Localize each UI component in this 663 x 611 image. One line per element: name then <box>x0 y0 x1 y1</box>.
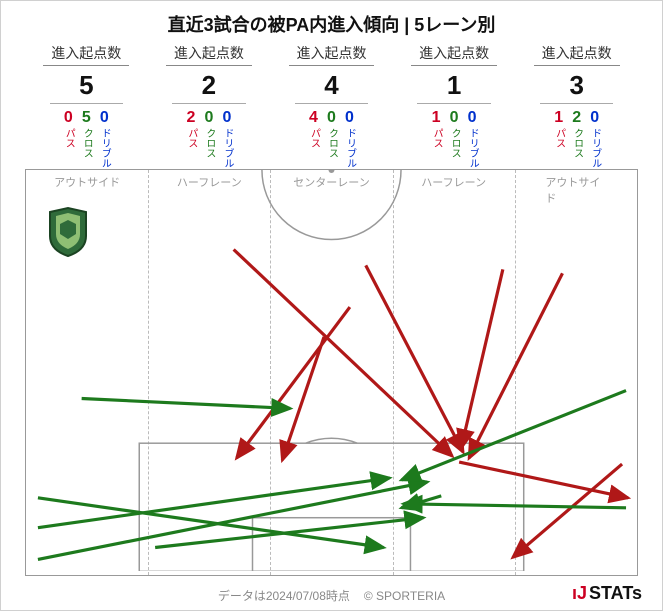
arrow-pass <box>366 265 463 452</box>
bd-label: クロス <box>572 128 582 158</box>
bd-label: パス <box>308 128 318 148</box>
lane-breakdown: 2 パス 0 クロス 0 ドリブル <box>148 110 271 168</box>
bd-label: ドリブル <box>99 128 109 168</box>
bd-label: パス <box>63 128 73 148</box>
bd-cross: 5 クロス <box>81 110 91 168</box>
bd-label: クロス <box>81 128 91 158</box>
lane-summary: 進入起点数 1 1 パス 0 クロス 0 ドリブル <box>393 43 516 168</box>
data-as-of: データは2024/07/08時点 <box>218 587 350 604</box>
bd-num: 0 <box>100 110 109 126</box>
bd-num: 0 <box>450 110 459 126</box>
bd-dribble: 0 ドリブル <box>222 110 232 168</box>
bd-label: パス <box>431 128 441 148</box>
bd-cross: 0 クロス <box>449 110 459 168</box>
bd-num: 2 <box>186 110 195 126</box>
lane-total: 4 <box>270 70 393 101</box>
arrow-cross <box>402 391 627 480</box>
brand-logo: ıJ STATs <box>572 583 642 604</box>
lane-count-label: 進入起点数 <box>393 43 516 63</box>
arrow-cross <box>38 478 390 528</box>
arrow-pass <box>469 273 562 458</box>
bd-num: 0 <box>64 110 73 126</box>
lane-count-label: 進入起点数 <box>148 43 271 63</box>
bd-cross: 0 クロス <box>204 110 214 168</box>
bd-cross: 0 クロス <box>326 110 336 168</box>
pitch: アウトサイド ハーフレーン センターレーン ハーフレーン アウトサイド <box>25 169 638 576</box>
bd-dribble: 0 ドリブル <box>344 110 354 168</box>
bd-dribble: 0 ドリブル <box>467 110 477 168</box>
lane-breakdown: 1 パス 2 クロス 0 ドリブル <box>515 110 638 168</box>
bd-pass: 4 パス <box>308 110 318 168</box>
bd-cross: 2 クロス <box>572 110 582 168</box>
arrow-pass <box>237 307 350 458</box>
brand-mark: ıJ <box>572 583 587 604</box>
lane-total: 2 <box>148 70 271 101</box>
arrow-cross <box>404 504 627 508</box>
bd-num: 0 <box>327 110 336 126</box>
lane-total: 3 <box>515 70 638 101</box>
pitch-svg <box>26 170 637 571</box>
lane-total: 5 <box>25 70 148 101</box>
bd-num: 0 <box>468 110 477 126</box>
copyright: © SPORTERIA <box>364 589 445 603</box>
bd-label: ドリブル <box>467 128 477 168</box>
arrow-pass <box>461 269 503 448</box>
bd-label: パス <box>186 128 196 148</box>
lane-total: 1 <box>393 70 516 101</box>
lane-count-label: 進入起点数 <box>25 43 148 63</box>
lane-breakdown: 0 パス 5 クロス 0 ドリブル <box>25 110 148 168</box>
arrow-pass <box>234 249 453 456</box>
lane-summary: 進入起点数 2 2 パス 0 クロス 0 ドリブル <box>148 43 271 168</box>
lane-count-label: 進入起点数 <box>515 43 638 63</box>
bd-label: ドリブル <box>222 128 232 168</box>
lane-summary-row: 進入起点数50パス5クロス0ドリブル進入起点数22パス0クロス0ドリブル進入起点… <box>1 43 662 168</box>
arrow-pass <box>282 337 324 460</box>
bd-dribble: 0 ドリブル <box>99 110 109 168</box>
bd-pass: 0 パス <box>63 110 73 168</box>
arrow-cross <box>402 496 442 508</box>
bd-num: 2 <box>572 110 581 126</box>
lane-count-label: 進入起点数 <box>270 43 393 63</box>
bd-dribble: 0 ドリブル <box>590 110 600 168</box>
bd-num: 1 <box>554 110 563 126</box>
bd-num: 5 <box>82 110 91 126</box>
lane-breakdown: 4 パス 0 クロス 0 ドリブル <box>270 110 393 168</box>
lane-summary: 進入起点数 3 1 パス 2 クロス 0 ドリブル <box>515 43 638 168</box>
bd-label: クロス <box>449 128 459 158</box>
lane-summary: 進入起点数 4 4 パス 0 クロス 0 ドリブル <box>270 43 393 168</box>
bd-pass: 2 パス <box>186 110 196 168</box>
bd-pass: 1 パス <box>431 110 441 168</box>
lane-summary: 進入起点数50パス5クロス0ドリブル <box>25 43 148 168</box>
bd-num: 0 <box>345 110 354 126</box>
lane-breakdown: 1 パス 0 クロス 0 ドリブル <box>393 110 516 168</box>
bd-num: 4 <box>309 110 318 126</box>
bd-pass: 1 パス <box>554 110 564 168</box>
bd-label: クロス <box>326 128 336 158</box>
stats-card: 直近3試合の被PA内進入傾向 | 5レーン別 進入起点数50パス5クロス0ドリブ… <box>0 0 663 611</box>
arrow-cross <box>82 398 291 408</box>
bd-num: 0 <box>204 110 213 126</box>
bd-label: ドリブル <box>590 128 600 168</box>
bd-label: クロス <box>204 128 214 158</box>
bd-label: パス <box>554 128 564 148</box>
arrow-cross <box>155 518 423 548</box>
bd-num: 0 <box>222 110 231 126</box>
chart-title: 直近3試合の被PA内進入傾向 | 5レーン別 <box>1 1 662 43</box>
bd-num: 1 <box>432 110 441 126</box>
bd-label: ドリブル <box>344 128 354 168</box>
footer: データは2024/07/08時点 © SPORTERIA <box>1 587 662 604</box>
brand-name: STATs <box>589 583 642 604</box>
bd-num: 0 <box>590 110 599 126</box>
